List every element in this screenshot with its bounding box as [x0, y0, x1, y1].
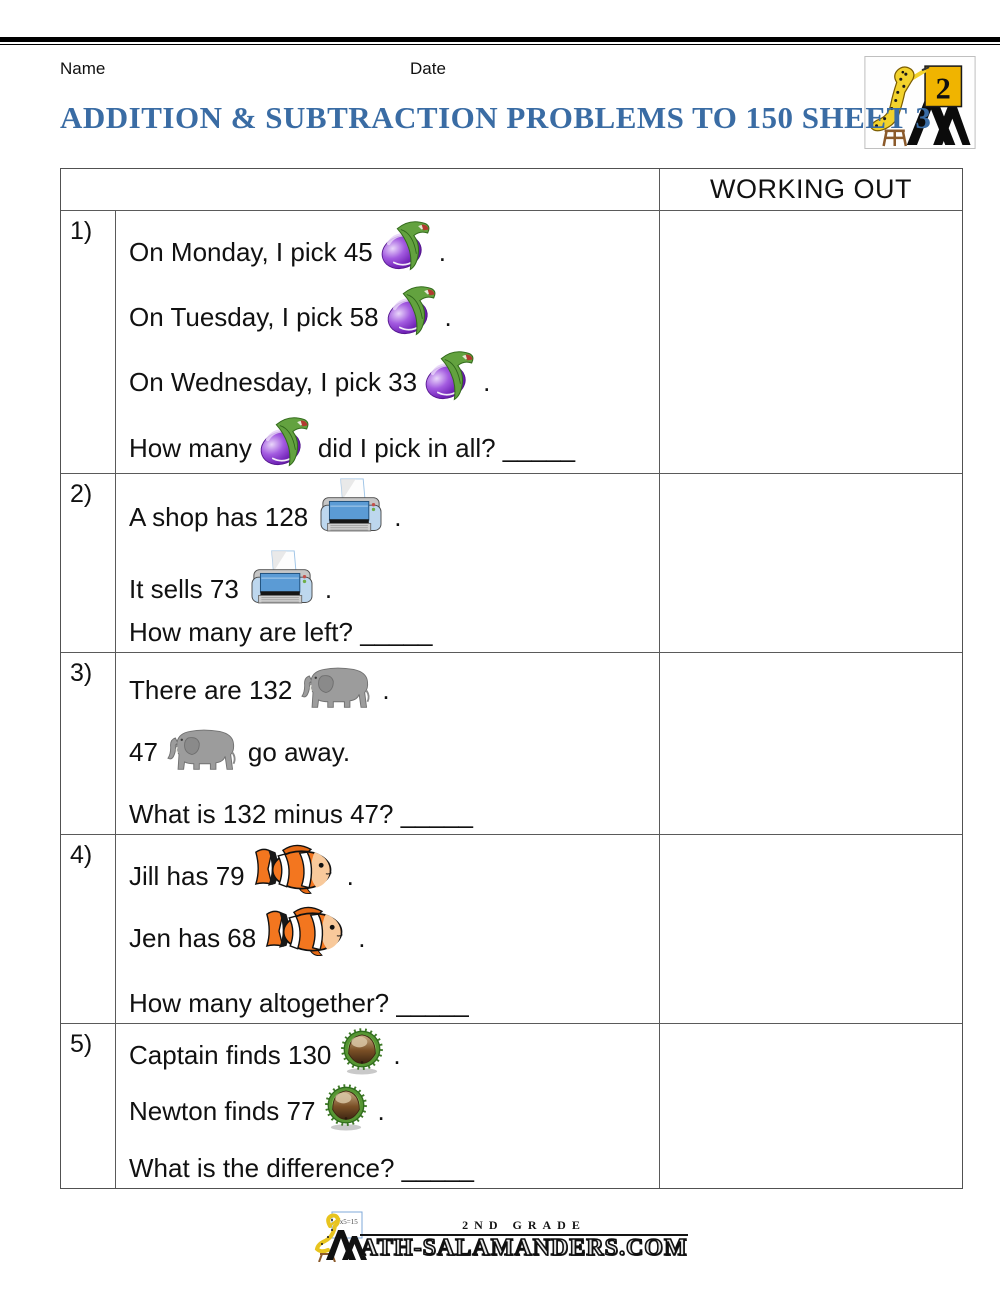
- problem-text: Jen has 68: [129, 923, 257, 953]
- working-out-cell: [660, 474, 962, 652]
- plum-icon: [424, 349, 476, 403]
- problem-text-cell: Jill has 79 . Jen has 68 . How many alto…: [116, 835, 660, 1023]
- problem-text: On Monday, I pick 45: [129, 237, 373, 267]
- working-out-header: WORKING OUT: [710, 174, 912, 204]
- problem-text: What is the difference? _____: [129, 1153, 474, 1183]
- page-title: ADDITION & SUBTRACTION PROBLEMS TO 150 S…: [60, 100, 932, 135]
- header-empty-cell: [61, 169, 660, 210]
- problem-text: .: [346, 861, 354, 891]
- logo-number: 2: [936, 71, 951, 105]
- problem-row-5: 5) Captain finds 130 . Newton finds 77 .…: [61, 1023, 962, 1188]
- working-out-cell: [660, 1024, 962, 1188]
- problem-text-cell: A shop has 128 . It sells 73 . How many …: [116, 474, 660, 652]
- problem-text: go away.: [247, 737, 351, 767]
- working-out-cell: [660, 653, 962, 834]
- name-label: Name: [60, 59, 106, 78]
- problem-text: How many are left? _____: [129, 617, 433, 647]
- clownfish-icon: [263, 903, 351, 959]
- footer-salamander-logo: 3x5=15: [315, 1211, 368, 1262]
- problem-text: .: [358, 923, 366, 953]
- problem-text: .: [324, 574, 333, 604]
- plum-icon: [386, 284, 438, 338]
- problem-text: What is 132 minus 47? _____: [129, 799, 473, 829]
- footer-board-text: 3x5=15: [337, 1218, 359, 1226]
- date-label: Date: [410, 59, 446, 78]
- footer-grade-label: 2ND GRADE: [462, 1218, 586, 1232]
- problem-row-4: 4) Jill has 79 . Jen has 68 . How many a…: [61, 834, 962, 1023]
- printer-icon: [315, 478, 387, 538]
- printer-icon: [246, 550, 318, 610]
- problem-text: There are 132: [129, 675, 293, 705]
- top-divider: [0, 37, 1000, 45]
- problem-row-3: 3) There are 132 . 47 go away. What is 1…: [61, 652, 962, 834]
- problem-text: On Wednesday, I pick 33: [129, 367, 418, 397]
- problem-text: .: [394, 502, 402, 532]
- plum-icon: [380, 219, 432, 273]
- problem-text: .: [483, 367, 491, 397]
- footer-rule: [360, 1234, 688, 1236]
- problem-text-cell: There are 132 . 47 go away. What is 132 …: [116, 653, 660, 834]
- problem-number: 5): [61, 1024, 116, 1188]
- problem-text-cell: Captain finds 130 . Newton finds 77 . Wh…: [116, 1024, 660, 1188]
- problem-text: Newton finds 77: [129, 1096, 316, 1126]
- problem-number: 4): [61, 835, 116, 1023]
- problem-row-1: 1) On Monday, I pick 45 . On Tuesday, I …: [61, 210, 962, 473]
- chestnut-icon: [322, 1080, 370, 1132]
- elephant-icon: [165, 725, 241, 773]
- clownfish-icon: [252, 841, 340, 897]
- elephant-icon: [299, 663, 375, 711]
- problem-text: .: [377, 1096, 385, 1126]
- problem-text: 47: [129, 737, 158, 767]
- problem-text: did I pick in all? _____: [317, 433, 576, 463]
- problem-text: A shop has 128: [129, 502, 309, 532]
- problem-text: Jill has 79: [129, 861, 245, 891]
- chestnut-icon: [338, 1024, 386, 1076]
- problem-text: .: [444, 302, 452, 332]
- problem-number: 1): [61, 211, 116, 473]
- table-header-row: WORKING OUT: [61, 169, 962, 210]
- problem-text: .: [393, 1040, 401, 1070]
- math-salamanders-logo: 2: [864, 56, 976, 149]
- problem-text: On Tuesday, I pick 58: [129, 302, 379, 332]
- working-out-cell: [660, 835, 962, 1023]
- problem-row-2: 2) A shop has 128 . It sells 73 . How ma…: [61, 473, 962, 652]
- working-out-cell: [660, 211, 962, 473]
- problem-text: It sells 73: [129, 574, 239, 604]
- problems-table: WORKING OUT 1) On Monday, I pick 45 . On…: [60, 168, 963, 1189]
- plum-icon: [259, 415, 311, 469]
- footer-site-text: ATH-SALAMANDERS.COM: [360, 1234, 688, 1262]
- problem-text: Captain finds 130: [129, 1040, 332, 1070]
- problem-number: 2): [61, 474, 116, 652]
- problem-number: 3): [61, 653, 116, 834]
- problem-text: How many altogether? _____: [129, 988, 469, 1018]
- problem-text: .: [382, 675, 390, 705]
- problem-text: .: [438, 237, 446, 267]
- problem-text: How many: [129, 433, 252, 463]
- problem-text-cell: On Monday, I pick 45 . On Tuesday, I pic…: [116, 211, 660, 473]
- footer-brand: 3x5=15 2ND GRADE ATH-SALAMANDERS.COM: [0, 1210, 1000, 1262]
